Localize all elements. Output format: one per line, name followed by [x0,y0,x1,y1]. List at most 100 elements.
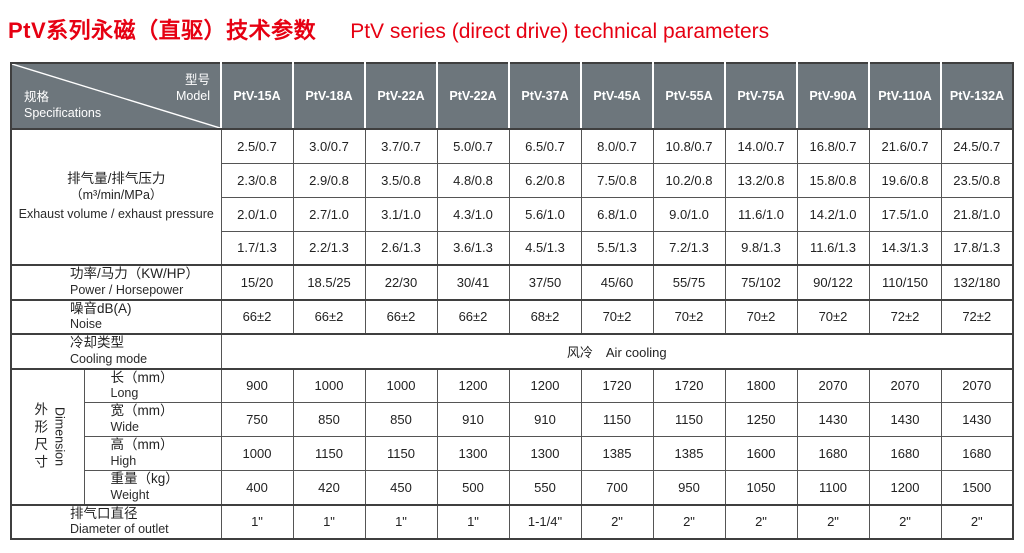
table-cell: 66±2 [364,298,438,335]
model-header-cell: PtV-15A [221,63,294,130]
table-cell: 14.2/1.0 [796,196,870,232]
table-cell: 21.6/0.7 [868,128,942,164]
table-cell: 1430 [940,402,1014,437]
table-cell: 1" [364,503,438,540]
dimension-row-long: 外形尺寸 Dimension 长（mm） Long 900 1000 1000 120… [10,367,1014,505]
noise-label: 噪音dB(A) Noise [10,298,222,335]
table-cell: 2.0/1.0 [220,196,294,232]
table-cell: 2070 [796,367,870,403]
model-header-cell: PtV-37A [509,63,582,130]
power-row: 功率/马力（KW/HP） Power / Horsepower 15/20 18.… [10,264,1014,300]
table-cell: 2.9/0.8 [292,162,366,198]
table-cell: 900 [220,367,294,403]
table-cell: 10.2/0.8 [652,162,726,198]
page-title-zh: PtV系列永磁（直驱）技术参数 [8,18,317,43]
table-cell: 66±2 [436,298,510,335]
table-cell: 3.0/0.7 [292,128,366,164]
parameters-table: 型号 Model 规格 Specifications PtV-15A PtV-18… [10,62,1014,540]
table-cell: 1" [292,503,366,540]
table-cell: 68±2 [508,298,582,335]
table-cell: 2070 [868,367,942,403]
table-cell: 90/122 [796,264,870,300]
table-cell: 2.3/0.8 [220,162,294,198]
dimension-long-label: 长（mm） Long [83,367,222,403]
table-cell: 1-1/4" [508,503,582,540]
table-cell: 14.3/1.3 [868,230,942,266]
diagonal-divider [12,64,220,128]
dimension-row-weight: 重量（kg） Weight 400 420 450 500 550 700 950 1050 1… [11,470,1014,505]
table-cell: 1800 [724,367,798,403]
table-cell: 1300 [436,436,510,471]
model-header-cell: PtV-132A [941,63,1013,130]
table-cell: 2.7/1.0 [292,196,366,232]
table-cell: 22/30 [364,264,438,300]
table-cell: 1200 [868,470,942,505]
table-cell: 450 [364,470,438,505]
exhaust-row-1.0: 2.0/1.0 2.7/1.0 3.1/1.0 4.3/1.0 5.6/1.0 6.8/1… [11,196,1014,232]
corner-cell: 型号 Model 规格 Specifications [11,63,222,130]
table-cell: 3.6/1.3 [436,230,510,266]
dimension-row-wide: 宽（mm） Wide 750 850 850 910 910 1150 1150 1250 14… [11,402,1014,437]
table-cell: 700 [580,470,654,505]
table-cell: 1" [220,503,294,540]
dimension-wide-label: 宽（mm） Wide [83,402,222,437]
table-cell: 21.8/1.0 [940,196,1014,232]
table-cell: 72±2 [940,298,1014,335]
table-cell: 1385 [652,436,726,471]
table-cell: 2.2/1.3 [292,230,366,266]
table-cell: 30/41 [436,264,510,300]
table-cell: 550 [508,470,582,505]
exhaust-label: 排气量/排气压力 （m³/min/MPa） Exhaust volume / e… [10,128,222,266]
table-cell: 70±2 [796,298,870,335]
table-cell: 1680 [940,436,1014,471]
table-cell: 16.8/0.7 [796,128,870,164]
model-header-cell: PtV-90A [797,63,870,130]
dimension-high-label: 高（mm） High [83,436,222,471]
table-cell: 72±2 [868,298,942,335]
table-cell: 45/60 [580,264,654,300]
table-cell: 5.6/1.0 [508,196,582,232]
table-cell: 70±2 [652,298,726,335]
table-cell: 8.0/0.7 [580,128,654,164]
table-cell: 6.2/0.8 [508,162,582,198]
table-cell: 1200 [508,367,582,403]
table-cell: 5.0/0.7 [436,128,510,164]
table-cell: 1150 [292,436,366,471]
table-cell: 70±2 [724,298,798,335]
table-cell: 1500 [940,470,1014,505]
table-cell: 1100 [796,470,870,505]
table-cell: 1430 [796,402,870,437]
exhaust-row-0.8: 2.3/0.8 2.9/0.8 3.5/0.8 4.8/0.8 6.2/0.8 7.5/0… [11,162,1014,198]
table-cell: 1680 [796,436,870,471]
cooling-value-cell: 风冷 Air cooling [220,333,1014,369]
table-cell: 75/102 [724,264,798,300]
table-cell: 11.6/1.3 [796,230,870,266]
table-cell: 70±2 [580,298,654,335]
table-cell: 6.8/1.0 [580,196,654,232]
table-cell: 6.5/0.7 [508,128,582,164]
table-cell: 9.8/1.3 [724,230,798,266]
table-cell: 1050 [724,470,798,505]
table-cell: 1250 [724,402,798,437]
table-cell: 750 [220,402,294,437]
table-cell: 1300 [508,436,582,471]
model-header-cell: PtV-55A [653,63,726,130]
table-cell: 1680 [868,436,942,471]
cooling-row: 冷却类型 Cooling mode 风冷 Air cooling [10,333,1014,369]
table-cell: 500 [436,470,510,505]
model-header-cell: PtV-22A [365,63,438,130]
table-cell: 910 [508,402,582,437]
model-header-cell: PtV-45A [581,63,654,130]
table-cell: 2" [724,503,798,540]
table-cell: 1150 [364,436,438,471]
corner-model-label: 型号 Model [175,73,210,104]
table-cell: 3.1/1.0 [364,196,438,232]
table-cell: 23.5/0.8 [940,162,1014,198]
table-cell: 55/75 [652,264,726,300]
outlet-row: 排气口直径 Diameter of outlet 1" 1" 1" 1" 1-1/4" 2… [10,503,1014,540]
dimension-group-label: 外形尺寸 Dimension [10,367,85,505]
table-cell: 1000 [292,367,366,403]
table-cell: 1" [436,503,510,540]
table-cell: 14.0/0.7 [724,128,798,164]
model-header-cell: PtV-22A [437,63,510,130]
